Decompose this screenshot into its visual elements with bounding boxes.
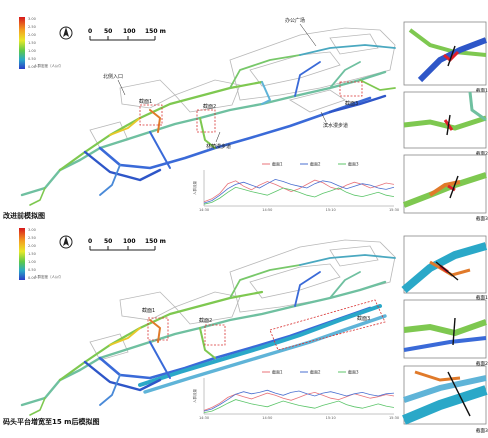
- x-tick-label: 14:50: [262, 416, 272, 420]
- zoom-label: 截面3: [476, 215, 488, 222]
- x-tick-label: 15:10: [326, 416, 336, 420]
- legend-tick: 3.00: [28, 17, 36, 21]
- legend-label: 截面3: [348, 161, 359, 167]
- label-obs1: 截面1: [139, 98, 152, 105]
- scale-bar: 0 50 100 150 m: [88, 238, 166, 251]
- series-line: [203, 178, 395, 204]
- legend-label: 截面1: [272, 369, 283, 375]
- top-panel: 3.00 2.50 2.00 1.50 1.00 0.50 0.00 人群密度（…: [3, 17, 488, 222]
- zoom-label: 截面2: [476, 360, 488, 367]
- obs-box-2: [196, 109, 216, 133]
- legend-tick: 1.50: [28, 41, 36, 45]
- label-obs3: 截面3: [345, 100, 358, 107]
- zoom-panel-1: 截面1: [403, 21, 488, 94]
- zoom-panel-2: 截面2: [403, 299, 488, 367]
- legend-tick: 1.50: [28, 252, 36, 256]
- map-annotations: 截面1 截面2 截面3: [142, 307, 370, 324]
- zoom-panel-3: 截面3: [402, 154, 488, 222]
- x-tick-label: 14:30: [199, 208, 209, 212]
- legend-label: 截面3: [348, 369, 359, 375]
- zoom-panel-2: 截面2: [403, 91, 488, 157]
- series-line: [203, 179, 395, 203]
- obs-box-3: [269, 299, 386, 351]
- legend-tick: 2.50: [28, 25, 36, 29]
- label-obs1: 截面1: [142, 307, 155, 314]
- scale-label: 100: [123, 238, 136, 245]
- flow-chart-top: 截面1 截面2 截面3 人群流量 14:30 14:50 15:10 15:30: [192, 161, 399, 213]
- label-water-walk: 滨水漫步道: [323, 122, 348, 129]
- label-forest-walk: 林荫漫步道: [206, 143, 231, 150]
- y-axis-label: 人群流量: [192, 181, 197, 195]
- legend-tick: 1.00: [28, 260, 36, 264]
- obs-box-3: [339, 81, 363, 97]
- legend-tick-labels: 3.00 2.50 2.00 1.50 1.00 0.50 0.00: [28, 228, 36, 280]
- panel-caption: 码头平台增宽至15 m后模拟图: [3, 417, 99, 426]
- series-line: [203, 186, 395, 205]
- zoom-panel-1: 截面1: [401, 235, 488, 301]
- legend-tick: 3.00: [28, 228, 36, 232]
- legend-label: 截面2: [310, 161, 321, 167]
- x-tick-label: 14:30: [199, 416, 209, 420]
- density-legend: 3.00 2.50 2.00 1.50 1.00 0.50 0.00 人群密度（…: [19, 17, 63, 69]
- zoom-label: 截面3: [476, 427, 488, 434]
- scale-label: 100: [123, 28, 136, 35]
- obs-box-1: [139, 104, 163, 126]
- scale-label: 50: [104, 28, 112, 35]
- scale-label: 150 m: [145, 238, 166, 245]
- legend-label: 截面2: [310, 369, 321, 375]
- label-plaza: 办公广场: [285, 17, 305, 24]
- legend-tick: 0.00: [28, 276, 36, 280]
- series-line: [203, 389, 395, 412]
- flow-chart-bottom: 截面1 截面2 截面3 人群流量 14:30 14:50 15:10 15:30: [192, 369, 399, 421]
- legend-colorbar: [19, 228, 25, 280]
- zoom-panel-3: 截面3: [402, 365, 488, 434]
- legend-tick: 2.00: [28, 33, 36, 37]
- obs-box-2: [204, 324, 226, 346]
- north-arrow-icon: [59, 235, 73, 249]
- walkway-network: [20, 44, 396, 206]
- density-legend: 3.00 2.50 2.00 1.50 1.00 0.50 0.00 人群密度（…: [19, 228, 63, 280]
- legend-tick: 0.00: [28, 65, 36, 69]
- panel-caption: 改进前模拟图: [3, 211, 45, 220]
- building-footprints: [89, 239, 396, 361]
- label-north-entrance: 北侧入口: [103, 73, 123, 80]
- walkway-network: [20, 254, 396, 416]
- label-obs2: 截面2: [203, 103, 216, 110]
- map-annotations: 办公广场 北侧入口 截面1 截面2 截面3 滨水漫步道 林荫漫步道: [103, 17, 358, 150]
- scale-bar: 0 50 100 150 m: [88, 28, 166, 41]
- zoom-panels-bottom: 截面1 截面2 截面3: [401, 235, 488, 434]
- bottom-panel: 3.00 2.50 2.00 1.50 1.00 0.50 0.00 人群密度（…: [3, 228, 488, 434]
- legend-tick: 2.50: [28, 236, 36, 240]
- legend-tick: 2.00: [28, 244, 36, 248]
- x-tick-label: 15:30: [389, 416, 399, 420]
- scale-label: 50: [104, 238, 112, 245]
- y-axis-label: 人群流量: [192, 389, 197, 403]
- label-obs2: 截面2: [199, 317, 212, 324]
- legend-tick: 0.50: [28, 57, 36, 61]
- observation-boxes: [147, 299, 386, 351]
- zoom-label: 截面2: [476, 150, 488, 157]
- scale-label: 0: [88, 238, 92, 245]
- scale-label: 150 m: [145, 28, 166, 35]
- zoom-label: 截面1: [476, 294, 488, 301]
- observation-boxes: [139, 81, 363, 133]
- legend-title: 人群密度（人/㎡）: [34, 274, 63, 279]
- scale-label: 0: [88, 28, 92, 35]
- legend-tick: 1.00: [28, 49, 36, 53]
- legend-title: 人群密度（人/㎡）: [34, 63, 63, 68]
- legend-tick-labels: 3.00 2.50 2.00 1.50 1.00 0.50 0.00: [28, 17, 36, 69]
- x-tick-label: 15:30: [389, 208, 399, 212]
- label-obs3: 截面3: [357, 315, 370, 322]
- legend-tick: 0.50: [28, 268, 36, 272]
- x-tick-label: 14:50: [262, 208, 272, 212]
- legend-colorbar: [19, 17, 25, 69]
- legend-label: 截面1: [272, 161, 283, 167]
- zoom-panels-top: 截面1 截面2 截面3: [402, 21, 488, 222]
- north-arrow-icon: [59, 26, 73, 40]
- zoom-label: 截面1: [476, 87, 488, 94]
- x-tick-label: 15:10: [326, 208, 336, 212]
- series-line: [203, 399, 395, 413]
